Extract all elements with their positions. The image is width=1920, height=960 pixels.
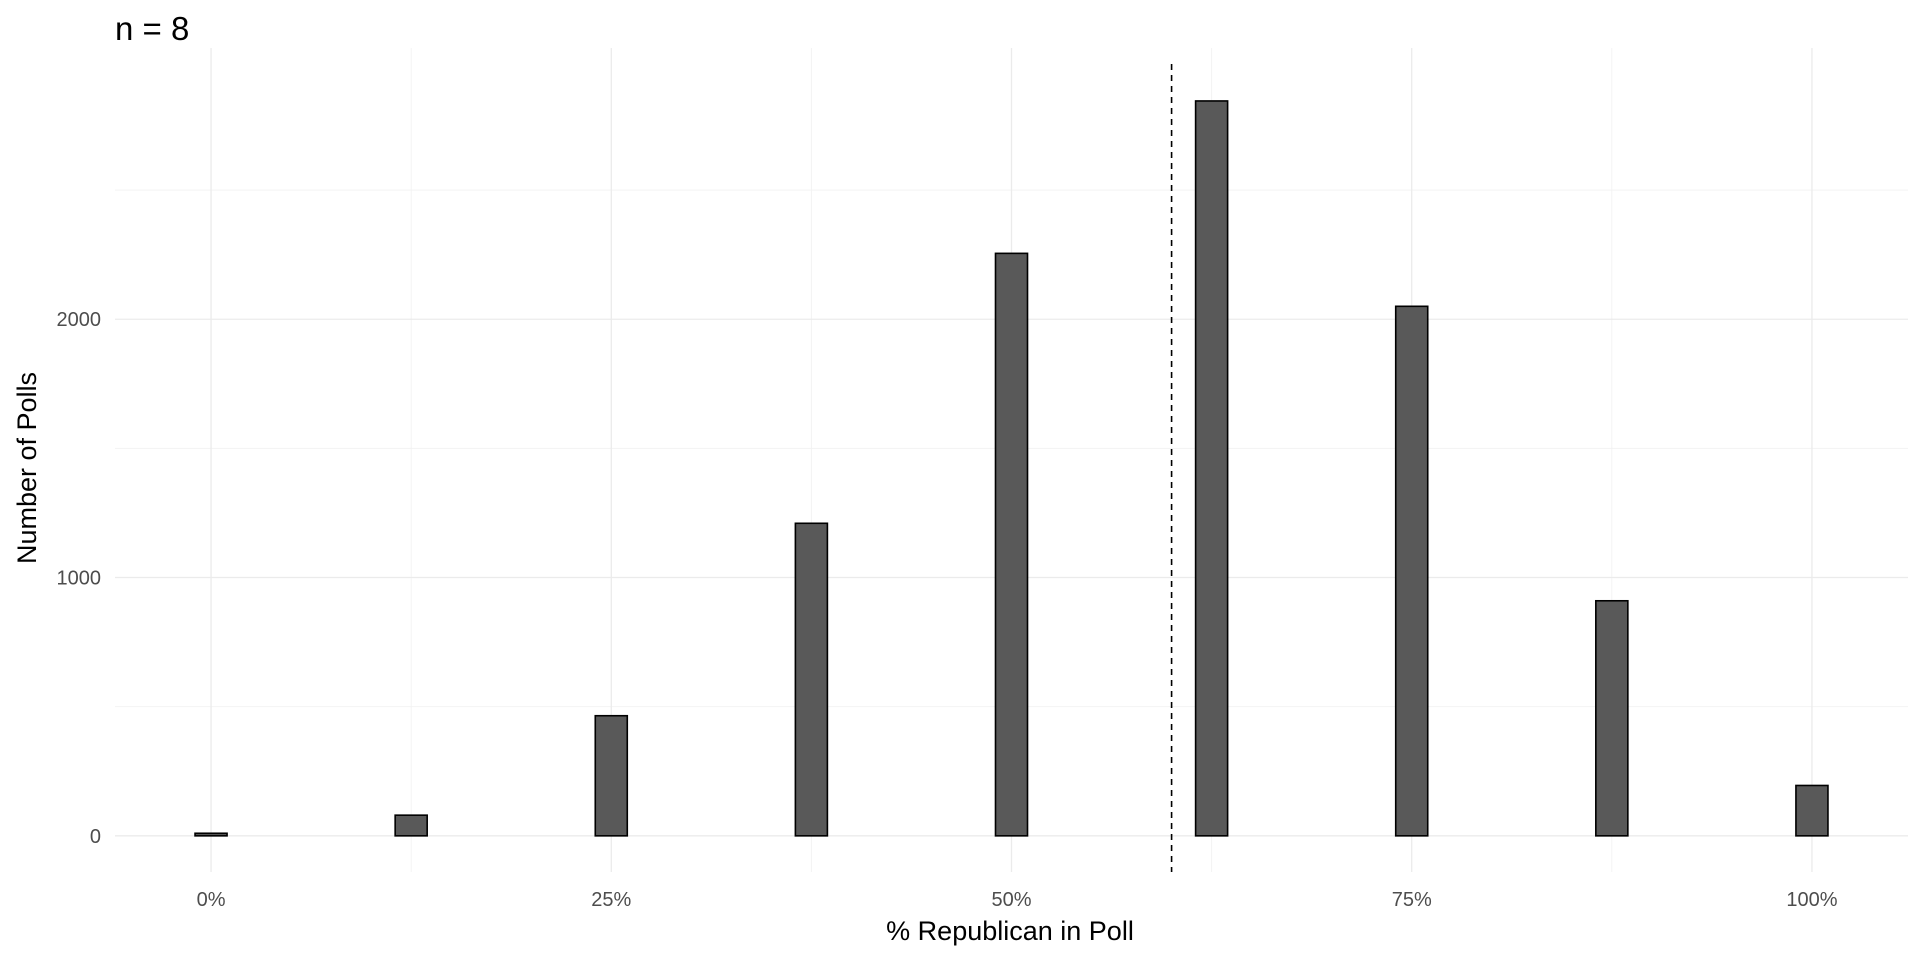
histogram-bar: [1795, 784, 1829, 837]
histogram-bar: [1394, 305, 1429, 837]
histogram-bar: [394, 814, 428, 837]
x-tick-label: 75%: [1392, 889, 1432, 911]
x-axis-title: % Republican in Poll: [886, 916, 1134, 946]
x-tick-label: 50%: [991, 889, 1031, 911]
y-tick-label: 2000: [57, 309, 102, 331]
histogram-bar: [994, 252, 1029, 837]
x-tick-label: 25%: [591, 889, 631, 911]
tick-label-layer: 0% 25% 50% 75% 100% 0 1000 2000: [57, 309, 1838, 911]
histogram-bar: [194, 832, 228, 837]
histogram-bar: [1194, 100, 1229, 837]
histogram-bar: [594, 714, 629, 837]
y-axis-title: Number of Polls: [12, 372, 42, 564]
x-tick-label: 100%: [1786, 889, 1837, 911]
chart-title: n = 8: [115, 10, 189, 47]
histogram-bar: [794, 522, 829, 837]
bar-layer: [194, 100, 1829, 837]
y-tick-label: 0: [90, 826, 101, 848]
y-tick-label: 1000: [57, 568, 102, 590]
histogram-bar: [1595, 599, 1629, 837]
x-tick-label: 0%: [197, 889, 226, 911]
